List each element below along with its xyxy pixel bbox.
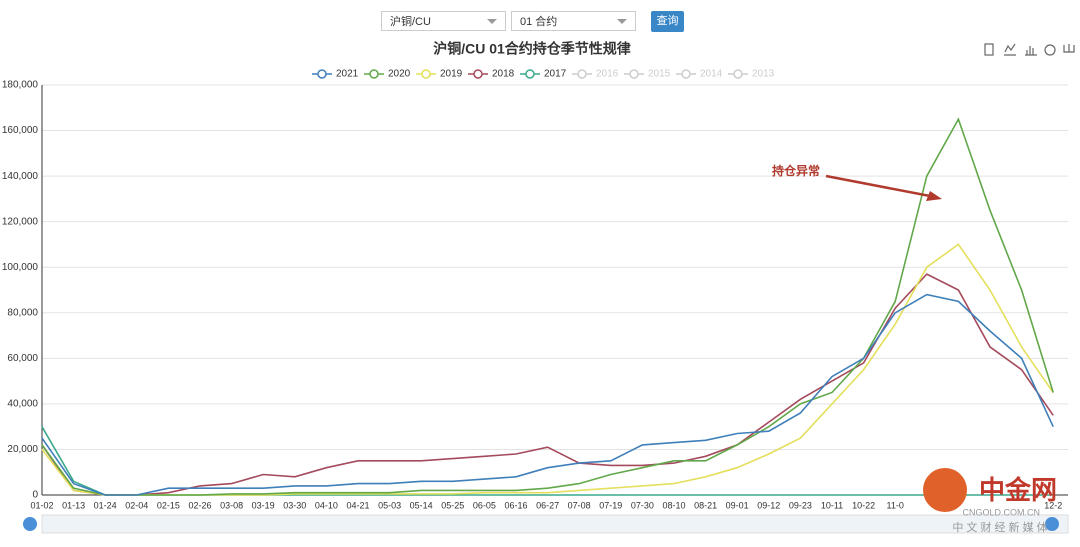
- y-tick-label: 120,000: [2, 216, 39, 227]
- x-tick-label: 03-08: [220, 500, 243, 510]
- series-line: [41, 117, 1054, 496]
- legend-marker: [421, 69, 431, 79]
- x-tick-label: 01-24: [94, 500, 117, 510]
- legend-item[interactable]: 2017: [520, 69, 567, 80]
- y-tick-label: 160,000: [2, 125, 39, 136]
- x-tick-label: 08-10: [662, 500, 685, 510]
- legend-label: 2016: [596, 69, 619, 80]
- x-tick-label: 07-08: [568, 500, 591, 510]
- toolbox: [984, 43, 1075, 56]
- x-tick-label: 09-23: [789, 500, 812, 510]
- legend-label: 2020: [388, 69, 411, 80]
- legend-marker: [577, 69, 587, 79]
- zoom-handle[interactable]: [1045, 517, 1059, 531]
- legend-item[interactable]: 2013: [728, 69, 775, 80]
- x-tick-label: 03-30: [283, 500, 306, 510]
- x-tick-label: 05-03: [378, 500, 401, 510]
- series-line: [41, 243, 1054, 496]
- legend-marker: [525, 69, 535, 79]
- legend-item[interactable]: 2016: [572, 69, 619, 80]
- query-button[interactable]: 查询: [651, 11, 684, 32]
- x-tick-label: 04-21: [346, 500, 369, 510]
- x-tick-label: 02-26: [188, 500, 211, 510]
- legend-item[interactable]: 2020: [364, 69, 411, 80]
- annotation-arrowhead: [926, 191, 942, 201]
- legend-marker: [629, 69, 639, 79]
- series-line: [41, 426, 1054, 496]
- annotation-arrow: [825, 174, 931, 198]
- legend: 2021 2020 2019 2018 2017 2016 2015 2014 2013: [312, 69, 775, 80]
- x-tick-label: 05-25: [441, 500, 464, 510]
- x-tick-label: 03-19: [252, 500, 275, 510]
- x-tick-label: 01-13: [62, 500, 85, 510]
- zoom-handle[interactable]: [23, 517, 37, 531]
- y-tick-label: 100,000: [2, 262, 39, 273]
- legend-label: 2021: [336, 69, 359, 80]
- x-tick-label: 06-27: [536, 500, 559, 510]
- x-tick-label: 07-30: [631, 500, 654, 510]
- plot: 0 20,000 40,000 60,000 80,000 100,000 120,000 1…: [2, 80, 1068, 510]
- legend-item[interactable]: 2019: [416, 69, 463, 80]
- variety-select[interactable]: 沪铜/CU: [381, 11, 506, 31]
- x-tick-label: 02-04: [125, 500, 148, 510]
- x-tick-label: 11-0: [887, 500, 904, 510]
- tool-bar[interactable]: [1025, 46, 1037, 56]
- watermark-brand: 中金网: [979, 475, 1057, 505]
- x-tick-label: 10-11: [821, 500, 843, 510]
- legend-label: 2013: [752, 69, 775, 80]
- logo: [923, 468, 967, 512]
- legend-marker: [369, 69, 379, 79]
- y-tick-label: 180,000: [2, 80, 39, 91]
- x-tick-label: 10-22: [852, 500, 875, 510]
- y-tick-label: 140,000: [2, 171, 39, 182]
- series-line: [41, 273, 1054, 496]
- x-tick-label: 06-05: [473, 500, 496, 510]
- annotation: 持仓异常: [772, 163, 820, 178]
- x-tick-label: 04-10: [315, 500, 338, 510]
- contract-select[interactable]: 01 合约: [511, 11, 636, 31]
- legend-label: 2014: [700, 69, 723, 80]
- tool-save[interactable]: [1063, 44, 1075, 53]
- y-tick-label: 20,000: [7, 444, 38, 455]
- legend-item[interactable]: 2021: [312, 69, 359, 80]
- legend-item[interactable]: 2014: [676, 69, 723, 80]
- x-tick-label: 08-21: [694, 500, 717, 510]
- tool-restore[interactable]: [1044, 44, 1056, 56]
- legend-label: 2017: [544, 69, 567, 80]
- tool-data-view[interactable]: [984, 43, 994, 56]
- x-tick-label: 07-19: [599, 500, 622, 510]
- zoom-slider[interactable]: [41, 514, 1069, 534]
- legend-marker: [473, 69, 483, 79]
- legend-label: 2018: [492, 69, 515, 80]
- x-tick-label: 06-16: [504, 500, 527, 510]
- x-tick-label: 01-02: [30, 500, 53, 510]
- y-tick-label: 40,000: [7, 399, 38, 410]
- watermark-domain: CNGOLD.COM.CN: [962, 507, 1040, 517]
- watermark-slogan: 中 文 财 经 新 媒 体: [952, 520, 1047, 534]
- legend-label: 2019: [440, 69, 463, 80]
- legend-marker: [681, 69, 691, 79]
- legend-marker: [733, 69, 743, 79]
- x-tick-label: 12-2: [1044, 500, 1062, 510]
- y-tick-label: 80,000: [7, 307, 38, 318]
- tool-line[interactable]: [1004, 43, 1016, 56]
- legend-item[interactable]: 2015: [624, 69, 671, 80]
- x-tick-label: 05-14: [410, 500, 433, 510]
- x-tick-label: 09-12: [757, 500, 780, 510]
- legend-item[interactable]: 2018: [468, 69, 515, 80]
- legend-label: 2015: [648, 69, 671, 80]
- x-tick-label: 09-01: [726, 500, 749, 510]
- series-line: [41, 293, 1054, 496]
- y-tick-label: 60,000: [7, 353, 38, 364]
- x-tick-label: 02-15: [157, 500, 180, 510]
- legend-marker: [317, 69, 327, 79]
- chart-title: 沪铜/CU 01合约持仓季节性规律: [433, 41, 631, 57]
- y-tick-label: 0: [32, 490, 38, 501]
